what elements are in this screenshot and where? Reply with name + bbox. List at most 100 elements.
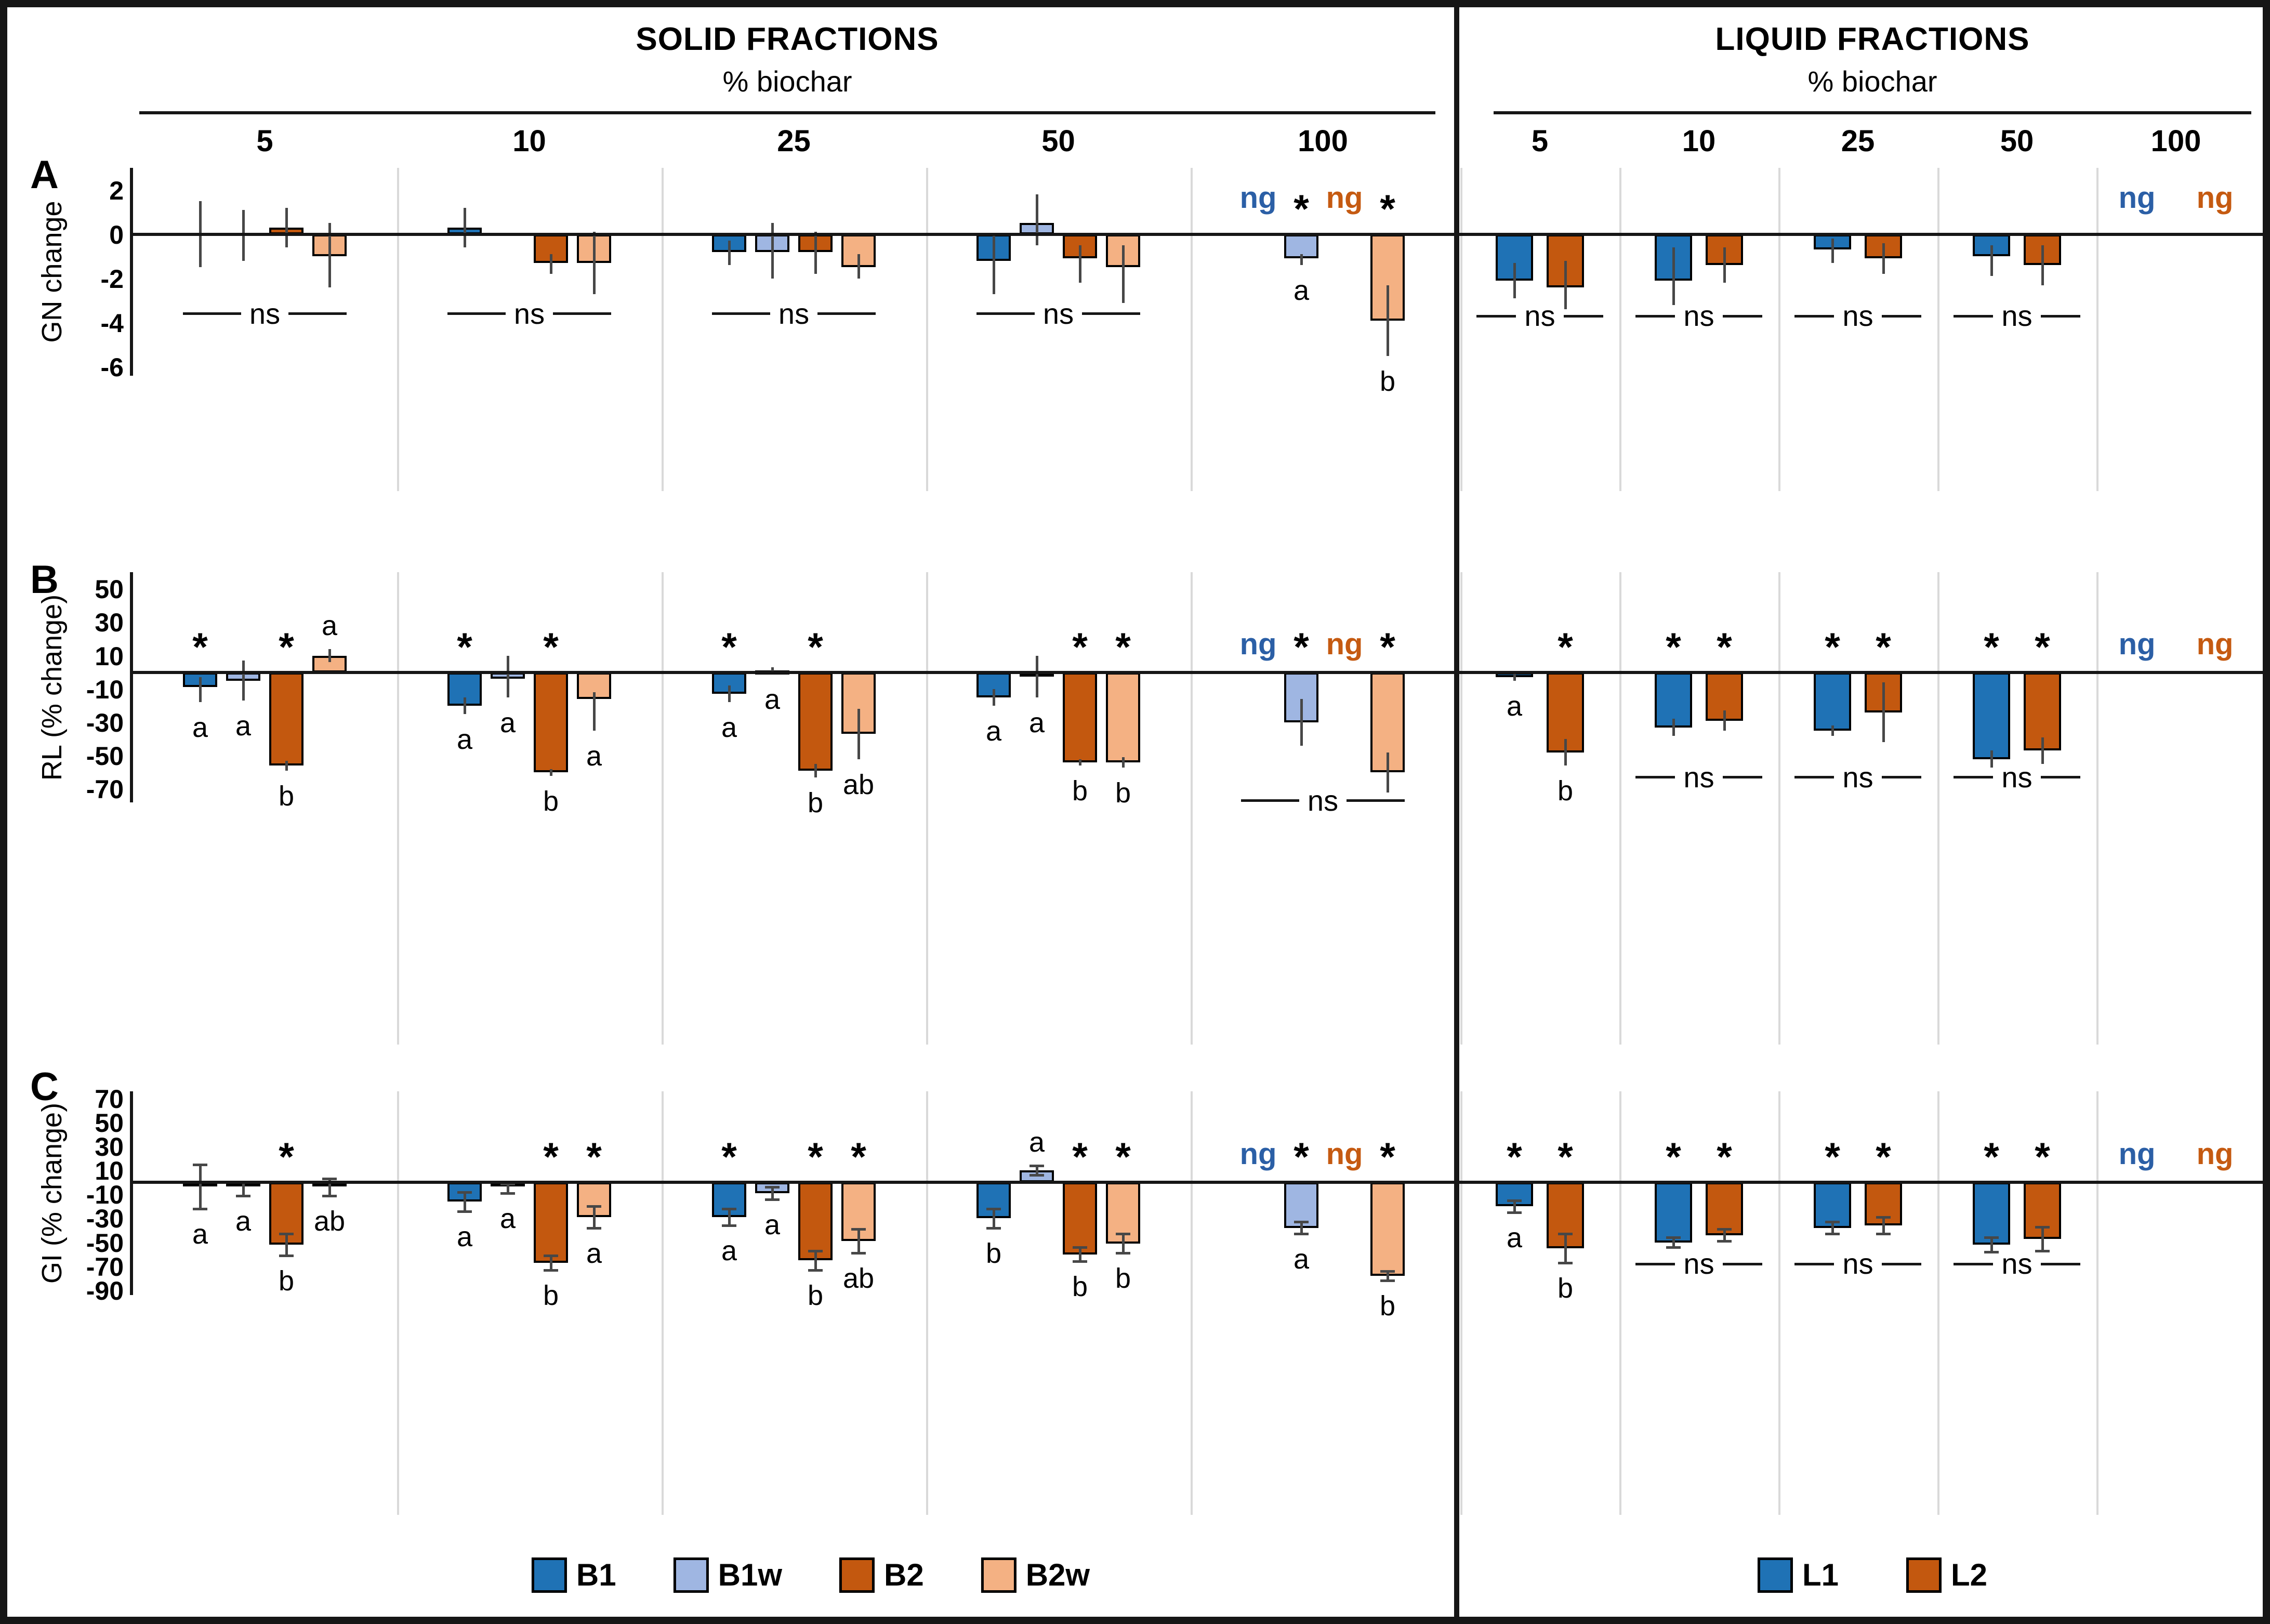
y-axis-line-B: [130, 572, 133, 802]
panel-letter-B: B: [30, 558, 59, 602]
group-separator: [2096, 572, 2099, 1045]
legend-swatch-B1: [531, 1557, 567, 1593]
bar-L1: [1973, 1182, 2010, 1245]
error-bar-cap: [236, 1194, 250, 1197]
significance-star: *: [279, 625, 294, 669]
group-separator: [2096, 1091, 2099, 1515]
y-tick-C-10: 10: [95, 1156, 124, 1186]
ns-label: ns: [249, 297, 281, 330]
y-tick-B--30: -30: [86, 708, 124, 737]
error-bar-cap: [457, 1210, 472, 1213]
legend-swatch-B2w: [981, 1557, 1017, 1593]
error-bar-cap: [1558, 1233, 1573, 1236]
error-bar-cap: [1294, 1221, 1309, 1224]
ns-annotation: ns: [1794, 1248, 1922, 1279]
error-bar: [328, 223, 331, 287]
ns-dash: [1881, 314, 1922, 318]
ns-label: ns: [1683, 760, 1714, 794]
ng-label-L1: ng: [2118, 627, 2156, 662]
group-label-solid-100: 100: [1298, 124, 1348, 158]
letter-label: a: [586, 740, 602, 772]
legend-label-B1: B1: [576, 1557, 616, 1592]
error-bar-cap: [1717, 1240, 1732, 1243]
error-bar: [1723, 1229, 1726, 1242]
error-bar: [328, 649, 331, 663]
letter-label: a: [985, 715, 1002, 747]
significance-star: *: [192, 625, 208, 669]
error-bar: [1035, 1165, 1038, 1176]
letter-label: a: [764, 683, 781, 715]
significance-star: *: [2035, 625, 2050, 669]
error-bar-cap: [544, 1254, 558, 1257]
letter-label: a: [1506, 1222, 1523, 1253]
ng-label-B1: ng: [1239, 181, 1277, 215]
ns-label: ns: [1042, 297, 1074, 330]
group-separator: [1937, 572, 1939, 1045]
solid-header-line: [139, 111, 1435, 114]
solid-axis-title: % biochar: [722, 65, 852, 98]
ns-dash: [1953, 314, 1994, 318]
legend-label-L2: L2: [1951, 1557, 1988, 1592]
significance-star: *: [1380, 1135, 1395, 1180]
ns-dash: [1347, 799, 1405, 802]
group-separator: [662, 1091, 664, 1515]
letter-label: a: [1293, 1244, 1310, 1275]
significance-star: *: [1115, 625, 1131, 669]
group-separator: [1191, 572, 1193, 1045]
bar-B2: [798, 1182, 833, 1261]
error-bar-cap: [322, 1194, 337, 1197]
zero-line-C-liquid: [1454, 1181, 2263, 1184]
error-bar-cap: [1825, 1221, 1840, 1224]
error-bar: [992, 689, 995, 706]
ns-annotation: ns: [182, 297, 347, 330]
ns-label: ns: [1842, 1247, 1873, 1280]
significance-star: *: [457, 625, 472, 669]
error-bar: [1564, 1234, 1567, 1263]
letter-label: b: [1379, 365, 1396, 397]
bar-L1: [1973, 672, 2010, 759]
error-bar: [1513, 262, 1516, 299]
ns-dash: [182, 312, 241, 315]
group-separator: [397, 572, 399, 1045]
error-bar-cap: [986, 1207, 1001, 1210]
ns-dash: [1635, 1262, 1675, 1265]
ng-label-B2: ng: [1326, 181, 1363, 215]
error-bar-cap: [1666, 1236, 1681, 1239]
error-bar-cap: [1030, 1174, 1044, 1177]
error-bar: [1035, 655, 1038, 697]
letter-label: a: [321, 610, 338, 641]
error-bar-cap: [1294, 1233, 1309, 1236]
error-bar: [1831, 239, 1834, 263]
error-bar: [1990, 750, 1993, 768]
ns-annotation: ns: [1476, 300, 1604, 332]
letter-label: b: [1072, 1271, 1088, 1303]
ns-dash: [817, 312, 876, 315]
ns-dash: [1722, 1262, 1763, 1265]
zero-line-B-liquid: [1454, 670, 2263, 674]
error-bar-cap: [986, 1226, 1001, 1230]
error-bar-cap: [1876, 1216, 1891, 1219]
ns-dash: [553, 312, 612, 315]
error-bar: [506, 1183, 509, 1193]
y-tick-C-30: 30: [95, 1132, 124, 1162]
error-bar: [1990, 245, 1993, 276]
letter-label: b: [278, 781, 295, 812]
legend-swatch-B1w: [673, 1557, 709, 1593]
group-label-liquid-100: 100: [2150, 124, 2201, 158]
error-bar: [463, 697, 466, 714]
significance-star: *: [279, 1135, 294, 1180]
legend-item-B1: B1: [531, 1557, 616, 1593]
significance-star: *: [1825, 625, 1840, 669]
error-bar-cap: [2035, 1225, 2050, 1229]
ns-annotation: ns: [1953, 300, 2081, 332]
ns-label: ns: [2001, 760, 2033, 794]
error-bar-cap: [808, 1269, 823, 1272]
ns-dash: [976, 312, 1035, 315]
y-tick-B-50: 50: [95, 575, 124, 604]
significance-star: *: [1558, 625, 1573, 669]
error-bar: [506, 655, 509, 697]
error-bar: [549, 769, 552, 776]
group-separator: [397, 1091, 399, 1515]
letter-label: b: [1072, 775, 1088, 807]
error-bar: [2041, 1226, 2044, 1251]
